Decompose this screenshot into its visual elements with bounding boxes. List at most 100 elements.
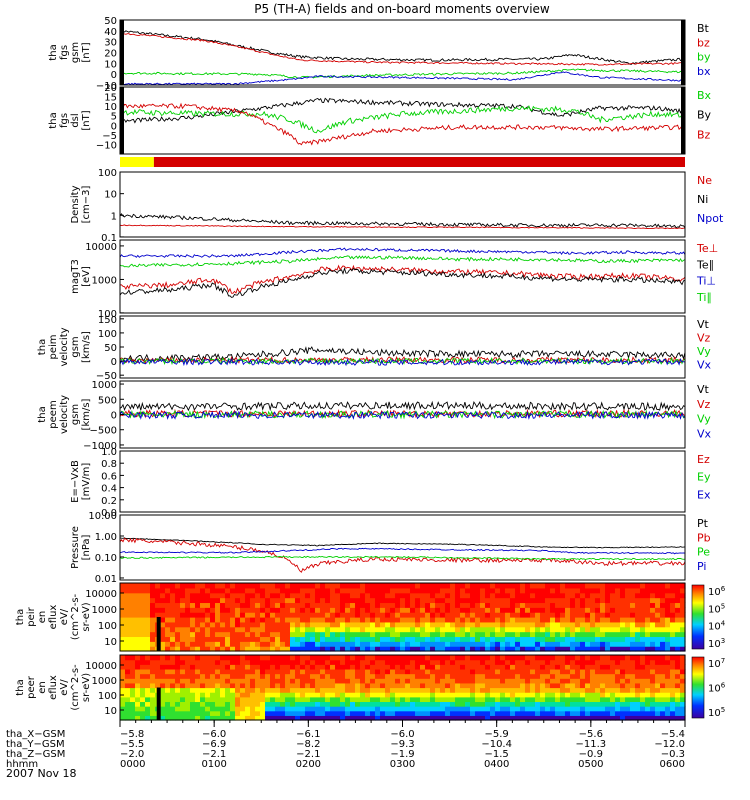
spectrogram-cell bbox=[145, 587, 151, 594]
spectrogram-cell bbox=[325, 692, 331, 698]
spectrogram-cell bbox=[650, 696, 656, 703]
spectrogram-cell bbox=[585, 631, 591, 638]
spectrogram-cell bbox=[370, 682, 376, 689]
spectrogram-cell bbox=[145, 592, 151, 599]
spectrogram-cell bbox=[530, 664, 536, 670]
spectrogram-cell bbox=[200, 682, 206, 689]
spectrogram-cell bbox=[120, 602, 126, 608]
spectrogram-cell bbox=[135, 687, 141, 693]
spectrogram-cell bbox=[600, 607, 606, 613]
spectrogram-cell bbox=[495, 659, 501, 665]
spectrogram-cell bbox=[435, 715, 441, 721]
spectrogram-cell bbox=[515, 701, 521, 707]
spectrogram-cell bbox=[150, 602, 156, 608]
spectrogram-cell bbox=[525, 706, 531, 712]
spectrogram-cell bbox=[380, 696, 386, 703]
spectrogram-cell bbox=[425, 646, 431, 652]
spectrogram-cell bbox=[500, 664, 506, 670]
spectrogram-cell bbox=[600, 664, 606, 670]
spectrogram-cell bbox=[625, 687, 631, 693]
spectrogram-cell bbox=[515, 636, 521, 642]
spectrogram-cell bbox=[185, 587, 191, 594]
spectrogram-cell bbox=[400, 631, 406, 638]
spectrogram-cell bbox=[440, 673, 446, 679]
spectrogram-cell bbox=[275, 621, 281, 628]
spectrogram-cell bbox=[630, 636, 636, 642]
spectrogram-cell bbox=[210, 706, 216, 712]
spectrogram-cell bbox=[510, 678, 516, 684]
spectrogram-cell bbox=[390, 583, 396, 589]
spectrogram-cell bbox=[305, 617, 311, 623]
spectrogram-cell bbox=[330, 597, 336, 604]
spectrogram-cell bbox=[235, 715, 241, 721]
spectrogram-cell bbox=[335, 626, 341, 633]
spectrogram-cell bbox=[655, 668, 661, 675]
spectrogram-cell bbox=[225, 668, 231, 675]
spectrogram-cell bbox=[315, 701, 321, 707]
spectrogram-cell bbox=[620, 701, 626, 707]
spectrogram-cell bbox=[655, 621, 661, 628]
spectrogram-cell bbox=[435, 641, 441, 647]
spectrogram-cell bbox=[650, 631, 656, 638]
spectrogram-cell bbox=[410, 631, 416, 638]
spectrogram-cell bbox=[590, 664, 596, 670]
spectrogram-cell bbox=[120, 701, 126, 707]
spectrogram-cell bbox=[640, 659, 646, 665]
spectrogram-cell bbox=[465, 655, 471, 661]
legend-entry: Vt bbox=[697, 383, 710, 396]
spectrogram-cell bbox=[590, 626, 596, 633]
y-axis-label: [km/s] bbox=[81, 398, 92, 430]
spectrogram-cell bbox=[130, 664, 136, 670]
spectrogram-cell bbox=[680, 655, 686, 661]
spectrogram-cell bbox=[650, 682, 656, 689]
spectrogram-cell bbox=[495, 668, 501, 675]
spectrogram-cell bbox=[660, 715, 666, 721]
spectrogram-cell bbox=[485, 597, 491, 604]
spectrogram-cell bbox=[240, 692, 246, 698]
spectrogram-cell bbox=[610, 607, 616, 613]
spectrogram-cell bbox=[615, 587, 621, 594]
spectrogram-cell bbox=[595, 664, 601, 670]
spectrogram-cell bbox=[570, 626, 576, 633]
spectrogram-cell bbox=[280, 626, 286, 633]
spectrogram-cell bbox=[475, 612, 481, 618]
spectrogram-cell bbox=[330, 612, 336, 618]
y-axis-label: eflux bbox=[48, 675, 59, 700]
spectrogram-cell bbox=[605, 668, 611, 675]
spectrogram-cell bbox=[610, 641, 616, 647]
spectrogram-cell bbox=[535, 715, 541, 721]
spectrogram-cell bbox=[665, 631, 671, 638]
spectrogram-cell bbox=[300, 597, 306, 604]
spectrogram-cell bbox=[445, 678, 451, 684]
spectrogram-cell bbox=[475, 673, 481, 679]
spectrogram-cell bbox=[155, 607, 161, 613]
spectrogram-cell bbox=[665, 621, 671, 628]
spectrogram-cell bbox=[665, 668, 671, 675]
spectrogram-cell bbox=[655, 664, 661, 670]
spectrogram-cell bbox=[555, 668, 561, 675]
series-line-Te∥ bbox=[119, 266, 686, 298]
spectrogram-cell bbox=[615, 687, 621, 693]
spectrogram-cell bbox=[215, 706, 221, 712]
spectrogram-cell bbox=[505, 592, 511, 599]
spectrogram-cell bbox=[190, 646, 196, 652]
spectrogram-cell bbox=[250, 636, 256, 642]
spectrogram-cell bbox=[600, 687, 606, 693]
spectrogram-cell bbox=[545, 655, 551, 661]
spectrogram-cell bbox=[540, 673, 546, 679]
spectrogram-cell bbox=[340, 592, 346, 599]
spectrogram-cell bbox=[335, 597, 341, 604]
spectrogram-cell bbox=[465, 692, 471, 698]
spectrogram-cell bbox=[130, 682, 136, 689]
spectrogram-cell bbox=[550, 668, 556, 675]
spectrogram-cell bbox=[595, 696, 601, 703]
spectrogram-cell bbox=[590, 682, 596, 689]
spectrogram-cell bbox=[385, 655, 391, 661]
spectrogram-cell bbox=[595, 587, 601, 594]
date-label: 2007 Nov 18 bbox=[6, 767, 76, 780]
spectrogram-cell bbox=[150, 646, 156, 652]
spectrogram-cell bbox=[210, 655, 216, 661]
spectrogram-cell bbox=[325, 710, 331, 716]
spectrogram-cell bbox=[465, 710, 471, 716]
